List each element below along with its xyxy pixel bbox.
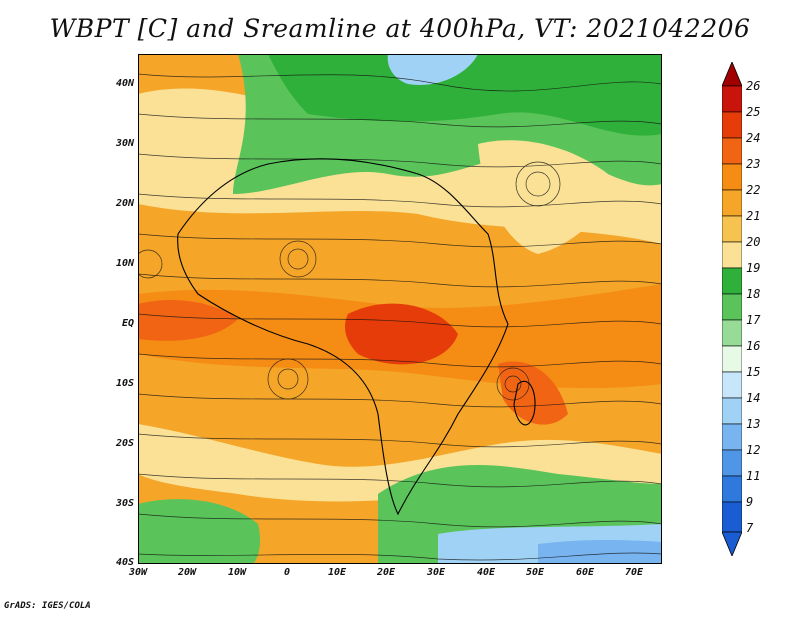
colorbar-label-19: 19 bbox=[746, 261, 761, 275]
lat-label-30s: 30S bbox=[115, 498, 134, 509]
colorbar-swatch bbox=[722, 111, 742, 139]
colorbar-label-20: 20 bbox=[746, 235, 761, 249]
chart-title: WBPT [C] and Sreamline at 400hPa, VT: 20… bbox=[49, 14, 751, 43]
colorbar-swatch bbox=[722, 345, 742, 373]
colorbar-label-22: 22 bbox=[746, 183, 761, 197]
wbpt-band-24-east bbox=[498, 361, 568, 425]
wbpt-band-19-east bbox=[478, 140, 610, 254]
colorbar-bottom-arrow bbox=[722, 531, 742, 556]
wbpt-band-14-north bbox=[387, 54, 478, 85]
colorbar-swatch bbox=[722, 137, 742, 165]
colorbar bbox=[722, 62, 742, 556]
colorbar-swatch bbox=[722, 189, 742, 217]
colorbar-swatch bbox=[722, 293, 742, 321]
colorbar-label-12: 12 bbox=[746, 443, 761, 457]
colorbar-swatch bbox=[722, 501, 742, 533]
colorbar-swatch bbox=[722, 423, 742, 451]
map-plot bbox=[138, 54, 662, 564]
lon-label-20w: 20W bbox=[177, 567, 197, 578]
wbpt-band-24-west bbox=[138, 299, 238, 341]
coastlines bbox=[177, 158, 536, 516]
lat-label-10n: 10N bbox=[115, 258, 134, 269]
wbpt-band-12-south bbox=[538, 539, 662, 564]
lat-label-20s: 20S bbox=[115, 438, 134, 449]
lon-label-60e: 60E bbox=[575, 567, 595, 578]
colorbar-swatch bbox=[722, 215, 742, 243]
lat-label-40s: 40S bbox=[115, 557, 134, 568]
colorbar-label-9: 9 bbox=[746, 495, 754, 509]
colorbar-swatch bbox=[722, 371, 742, 399]
lat-label-10s: 10S bbox=[115, 378, 134, 389]
lat-label-30n: 30N bbox=[115, 138, 134, 149]
lon-label-30w: 30W bbox=[128, 567, 148, 578]
lon-label-0: 0 bbox=[283, 567, 291, 578]
lat-label-40n: 40N bbox=[115, 78, 134, 89]
colorbar-swatch bbox=[722, 241, 742, 269]
wbpt-band-24-core bbox=[345, 303, 458, 365]
colorbar-label-18: 18 bbox=[746, 287, 761, 301]
lon-label-40e: 40E bbox=[476, 567, 496, 578]
colorbar-swatch bbox=[722, 397, 742, 425]
lon-label-50e: 50E bbox=[525, 567, 545, 578]
colorbar-swatch bbox=[722, 449, 742, 477]
lon-label-70e: 70E bbox=[624, 567, 644, 578]
colorbar-label-13: 13 bbox=[746, 417, 761, 431]
lon-label-10e: 10E bbox=[327, 567, 347, 578]
colorbar-label-14: 14 bbox=[746, 391, 761, 405]
colorbar-label-15: 15 bbox=[746, 365, 761, 379]
colorbar-label-25: 25 bbox=[746, 105, 761, 119]
colorbar-label-7: 7 bbox=[746, 521, 754, 535]
colorbar-label-26: 26 bbox=[746, 79, 761, 93]
lat-label-20n: 20N bbox=[115, 198, 134, 209]
colorbar-top-arrow bbox=[722, 62, 742, 87]
colorbar-label-23: 23 bbox=[746, 157, 761, 171]
lat-label-eq: EQ bbox=[121, 318, 134, 329]
lon-label-20e: 20E bbox=[376, 567, 396, 578]
colorbar-label-21: 21 bbox=[746, 209, 761, 223]
wbpt-band-18-north bbox=[268, 54, 662, 136]
lon-label-30e: 30E bbox=[426, 567, 446, 578]
wbpt-band-17-southwest bbox=[138, 499, 261, 564]
colorbar-swatch bbox=[722, 475, 742, 503]
colorbar-swatch bbox=[722, 163, 742, 191]
colorbar-label-11: 11 bbox=[746, 469, 761, 483]
grads-credit: GrADS: IGES/COLA bbox=[4, 601, 91, 611]
colorbar-swatch bbox=[722, 319, 742, 347]
colorbar-swatch bbox=[722, 267, 742, 295]
colorbar-label-17: 17 bbox=[746, 313, 761, 327]
colorbar-label-24: 24 bbox=[746, 131, 761, 145]
colorbar-swatch bbox=[722, 85, 742, 113]
colorbar-label-16: 16 bbox=[746, 339, 761, 353]
lon-label-10w: 10W bbox=[227, 567, 247, 578]
streamlines bbox=[138, 73, 662, 561]
